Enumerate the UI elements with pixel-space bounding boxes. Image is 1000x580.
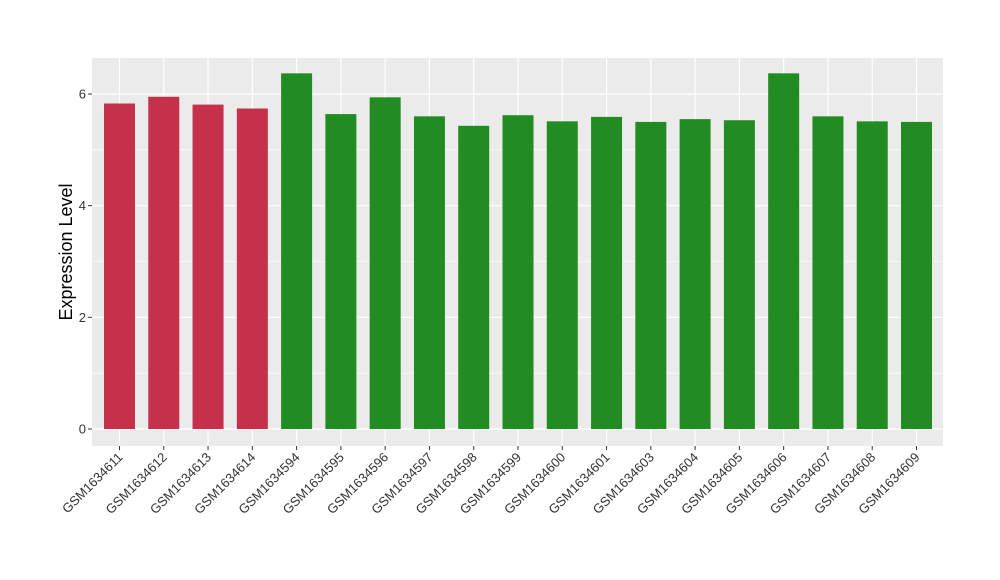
bar bbox=[369, 97, 401, 429]
bar bbox=[236, 108, 268, 430]
bar bbox=[635, 121, 667, 430]
y-tick-label: 6 bbox=[79, 87, 86, 102]
bar bbox=[546, 121, 578, 429]
bar bbox=[856, 121, 888, 429]
x-axis: GSM1634611GSM1634612GSM1634613GSM1634614… bbox=[59, 446, 923, 517]
y-tick-label: 2 bbox=[79, 310, 86, 325]
bar bbox=[281, 73, 313, 429]
bar bbox=[104, 103, 135, 429]
bar bbox=[768, 73, 800, 429]
bar bbox=[458, 125, 490, 429]
y-tick-label: 0 bbox=[79, 422, 86, 437]
bar bbox=[192, 104, 224, 429]
bar bbox=[812, 116, 844, 429]
bar bbox=[723, 120, 755, 429]
bar bbox=[901, 121, 932, 430]
y-axis: 0 2 4 6 bbox=[79, 87, 92, 437]
bar bbox=[413, 116, 445, 429]
y-axis-title: Expression Level bbox=[56, 183, 76, 320]
bar bbox=[325, 114, 357, 429]
bar bbox=[679, 119, 711, 429]
bar bbox=[502, 115, 534, 429]
bar bbox=[148, 96, 180, 430]
bar bbox=[591, 116, 623, 430]
y-tick-label: 4 bbox=[79, 198, 86, 213]
bars bbox=[104, 73, 932, 430]
